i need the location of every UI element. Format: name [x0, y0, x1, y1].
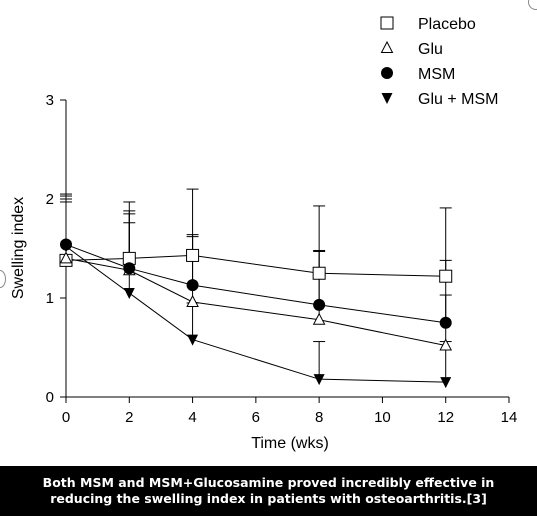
- x-tick-label: 14: [501, 409, 518, 426]
- x-tick-label: 4: [188, 409, 196, 426]
- series-line: [65, 257, 446, 347]
- legend-label: MSM: [418, 66, 455, 83]
- data-point: [187, 334, 199, 346]
- data-point: [313, 298, 326, 311]
- x-axis-label: Time (wks): [251, 435, 329, 452]
- legend: Placebo Glu MSM Glu + MSM: [380, 16, 498, 108]
- y-axis-label: Swelling index: [10, 197, 27, 299]
- legend-label: Glu: [418, 41, 443, 58]
- y-tick-label: 3: [46, 92, 54, 109]
- x-tick-label: 2: [125, 409, 133, 426]
- legend-marker: [380, 40, 394, 53]
- data-point: [123, 262, 136, 275]
- x-tick-label: 10: [374, 409, 391, 426]
- data-markers: [59, 238, 453, 389]
- y-tick-label: 0: [46, 389, 54, 406]
- data-point: [123, 288, 135, 300]
- data-point: [313, 374, 325, 386]
- legend-marker: [381, 93, 393, 104]
- data-point: [312, 312, 326, 325]
- data-point: [186, 294, 199, 307]
- x-tick-label: 12: [437, 409, 454, 426]
- data-point: [60, 241, 72, 253]
- data-point: [439, 269, 453, 283]
- data-point: [440, 377, 452, 389]
- data-point: [312, 266, 326, 280]
- y-tick-label: 1: [46, 290, 54, 307]
- series-lines: [65, 244, 446, 383]
- legend-label: Glu + MSM: [418, 91, 498, 108]
- legend-label: Placebo: [418, 16, 476, 33]
- x-tick-label: 0: [62, 409, 70, 426]
- x-tick-label: 8: [315, 409, 323, 426]
- caption: Both MSM and MSM+Glucosamine proved incr…: [0, 466, 537, 516]
- data-point: [439, 338, 453, 351]
- data-point: [186, 279, 199, 292]
- legend-marker: [380, 16, 394, 30]
- data-point: [186, 248, 200, 262]
- data-point: [59, 251, 73, 264]
- legend-marker: [381, 67, 393, 79]
- y-tick-label: 2: [46, 191, 54, 208]
- corner-decoration: [528, 0, 537, 10]
- x-tick-label: 6: [252, 409, 260, 426]
- data-point: [439, 316, 452, 329]
